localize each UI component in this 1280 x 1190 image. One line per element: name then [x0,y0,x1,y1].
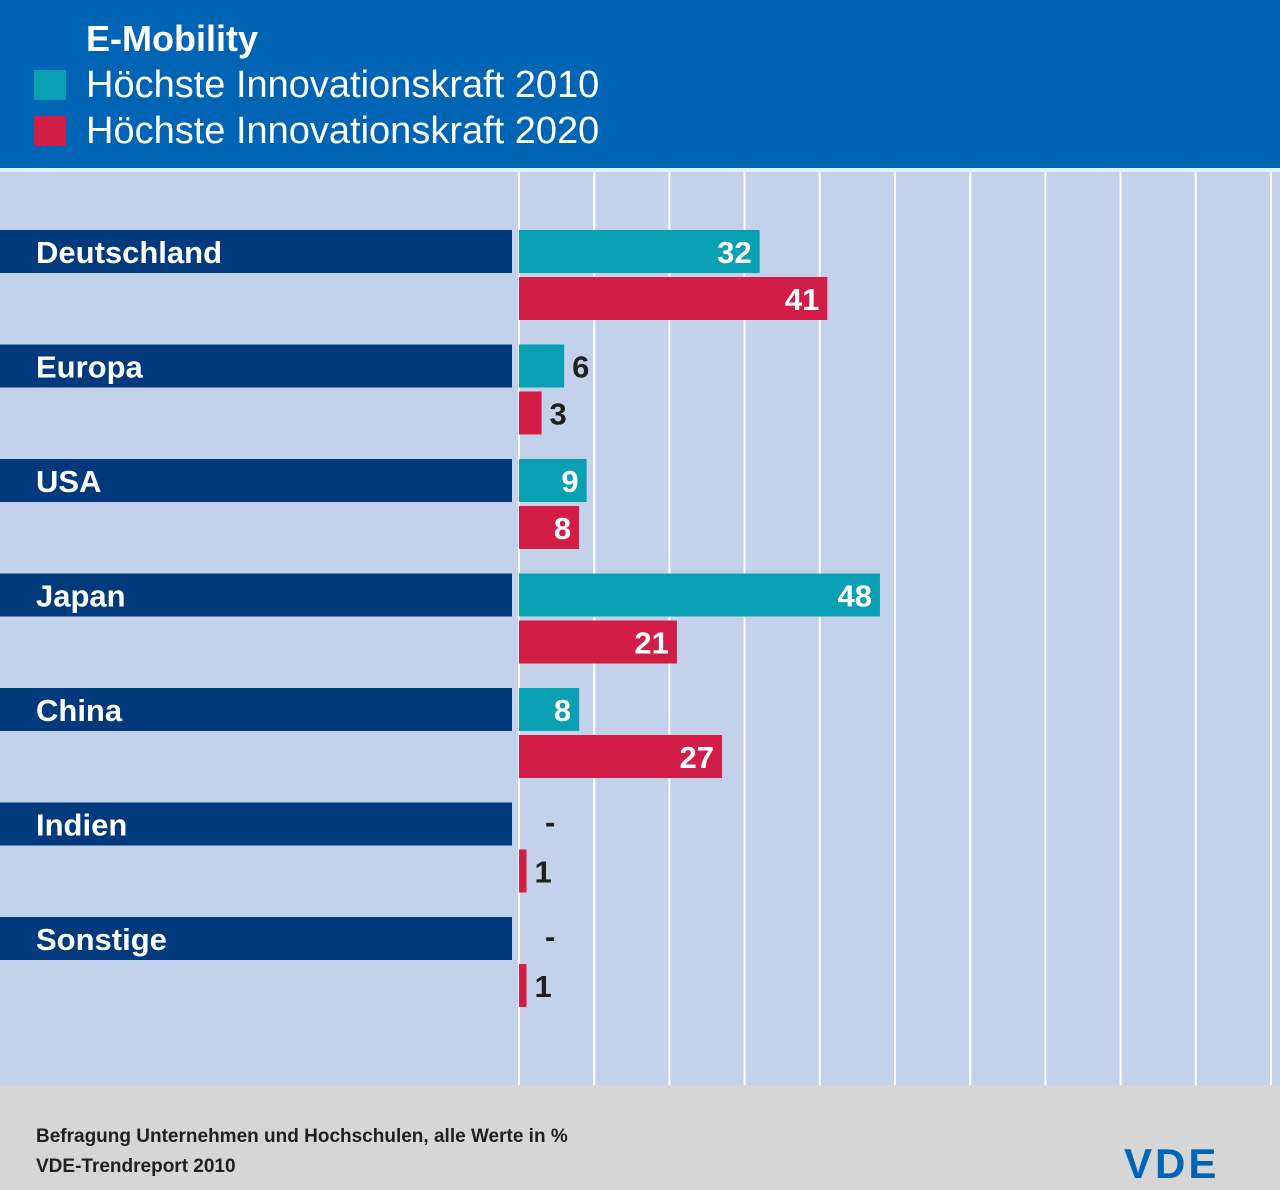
bar-2020-usa [519,506,580,549]
header-divider [0,168,1280,172]
bar-2020-japan [519,620,677,664]
bar-2020-indien [519,849,527,893]
data-label-2010-indien: - [545,805,555,840]
category-band-europa [0,344,512,388]
legend-label-2020: Höchste Innovationskraft 2020 [86,110,600,152]
data-label-2010-usa: 9 [561,464,578,499]
source-note: Befragung Unternehmen und Hochschulen, a… [36,1126,568,1147]
bar-2010-usa [519,459,587,502]
bar-2020-deutschland [519,277,828,320]
vde-logo: VDE [1124,1140,1220,1187]
data-label-2020-indien: 1 [535,855,552,890]
category-label-china: China [36,693,123,728]
category-band-usa [0,459,512,502]
data-label-2010-sonstige: - [545,919,555,954]
bar-2020-china [519,735,723,778]
data-label-2020-japan: 21 [634,626,668,661]
category-label-indien: Indien [36,808,127,843]
legend-label-2010: Höchste Innovationskraft 2010 [86,64,600,106]
footer-band [0,1085,1280,1190]
data-label-2020-usa: 8 [554,511,571,546]
category-band-sonstige [0,917,512,960]
header-band [0,0,1280,168]
data-label-2020-china: 27 [680,740,714,775]
category-label-europa: Europa [36,350,144,385]
bar-2010-china [519,688,580,731]
data-label-2010-europa: 6 [572,350,589,385]
legend-swatch-2010 [34,70,66,100]
legend-swatch-2020 [34,116,66,146]
data-label-2020-sonstige: 1 [535,969,552,1004]
category-band-japan [0,573,512,617]
category-label-deutschland: Deutschland [36,235,222,270]
bar-2020-sonstige [519,964,527,1007]
category-label-usa: USA [36,464,101,499]
category-label-sonstige: Sonstige [36,922,167,957]
category-label-japan: Japan [36,579,126,614]
data-label-2010-deutschland: 32 [717,235,751,270]
chart-title: E-Mobility [86,18,258,59]
report-note: VDE-Trendreport 2010 [36,1156,236,1177]
category-band-china [0,688,512,731]
bar-2010-japan [519,573,880,617]
data-label-2020-europa: 3 [550,397,567,432]
bar-2020-europa [519,391,542,435]
data-label-2010-china: 8 [554,693,571,728]
category-band-deutschland [0,230,512,273]
data-label-2020-deutschland: 41 [785,282,819,317]
data-label-2010-japan: 48 [837,579,871,614]
bar-2010-europa [519,344,565,388]
category-band-indien [0,802,512,846]
bar-2010-deutschland [519,230,760,273]
